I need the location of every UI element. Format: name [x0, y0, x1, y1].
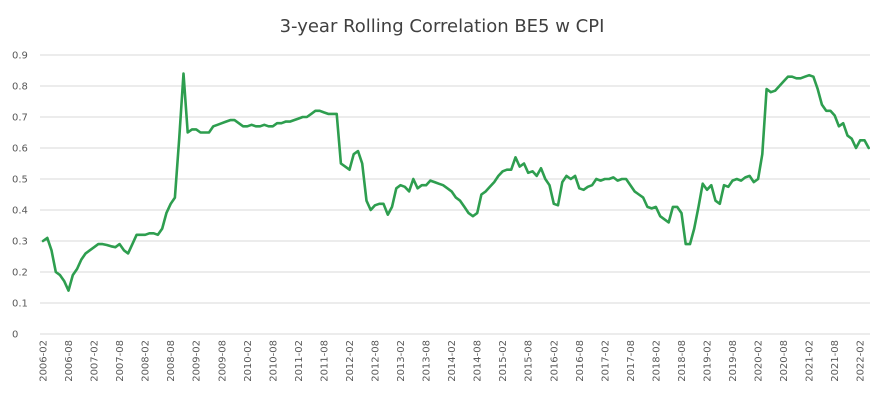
x-tick-label: 2014-08 [473, 340, 484, 382]
x-tick-label: 2013-02 [396, 340, 407, 382]
series-layer [41, 72, 870, 292]
x-tick-label: 2006-02 [39, 340, 50, 382]
x-tick-label: 2018-08 [677, 340, 688, 382]
x-tick-label: 2015-08 [524, 340, 535, 382]
x-tick-label: 2013-08 [422, 340, 433, 382]
y-tick-label: 0.9 [12, 51, 28, 62]
y-tick-label: 0.5 [12, 175, 28, 186]
x-tick-label: 2014-02 [447, 340, 458, 382]
x-tick-label: 2021-08 [830, 340, 841, 382]
x-tick-label: 2015-02 [498, 340, 509, 382]
y-axis-tick-labels: 0 0.1 0.2 0.3 0.4 0.5 0.6 0.7 0.8 0.9 [12, 51, 28, 341]
x-axis-tick-labels: 2006-02 2006-08 2007-02 2007-08 2008-02 2008-… [39, 340, 867, 382]
x-tick-label: 2008-02 [141, 340, 152, 382]
x-tick-label: 2009-02 [192, 340, 203, 382]
y-tick-label: 0.1 [12, 299, 28, 310]
x-tick-label: 2018-02 [651, 340, 662, 382]
series-line [41, 72, 870, 292]
y-tick-label: 0.2 [12, 268, 28, 279]
x-tick-label: 2019-02 [703, 340, 714, 382]
x-tick-label: 2012-08 [371, 340, 382, 382]
x-tick-label: 2006-08 [64, 340, 75, 382]
y-tick-label: 0 [12, 330, 18, 341]
x-tick-label: 2020-02 [754, 340, 765, 382]
x-tick-label: 2016-08 [575, 340, 586, 382]
x-tick-label: 2007-08 [115, 340, 126, 382]
x-tick-label: 2012-02 [345, 340, 356, 382]
x-tick-label: 2011-02 [294, 340, 305, 382]
y-tick-label: 0.8 [12, 82, 28, 93]
x-tick-label: 2011-08 [319, 340, 330, 382]
y-tick-label: 0.3 [12, 237, 28, 248]
x-tick-label: 2022-02 [856, 340, 867, 382]
x-tick-label: 2010-02 [243, 340, 254, 382]
x-tick-label: 2010-08 [268, 340, 279, 382]
x-tick-label: 2008-08 [166, 340, 177, 382]
x-tick-label: 2009-08 [217, 340, 228, 382]
x-tick-label: 2016-02 [549, 340, 560, 382]
x-tick-label: 2017-02 [600, 340, 611, 382]
y-tick-label: 0.6 [12, 144, 28, 155]
x-tick-label: 2017-08 [626, 340, 637, 382]
y-tick-label: 0.7 [12, 113, 28, 124]
y-tick-label: 0.4 [12, 206, 28, 217]
chart-title: 3-year Rolling Correlation BE5 w CPI [280, 16, 605, 37]
x-tick-label: 2019-08 [728, 340, 739, 382]
x-tick-label: 2021-02 [805, 340, 816, 382]
x-tick-label: 2020-08 [779, 340, 790, 382]
x-tick-label: 2007-02 [90, 340, 101, 382]
